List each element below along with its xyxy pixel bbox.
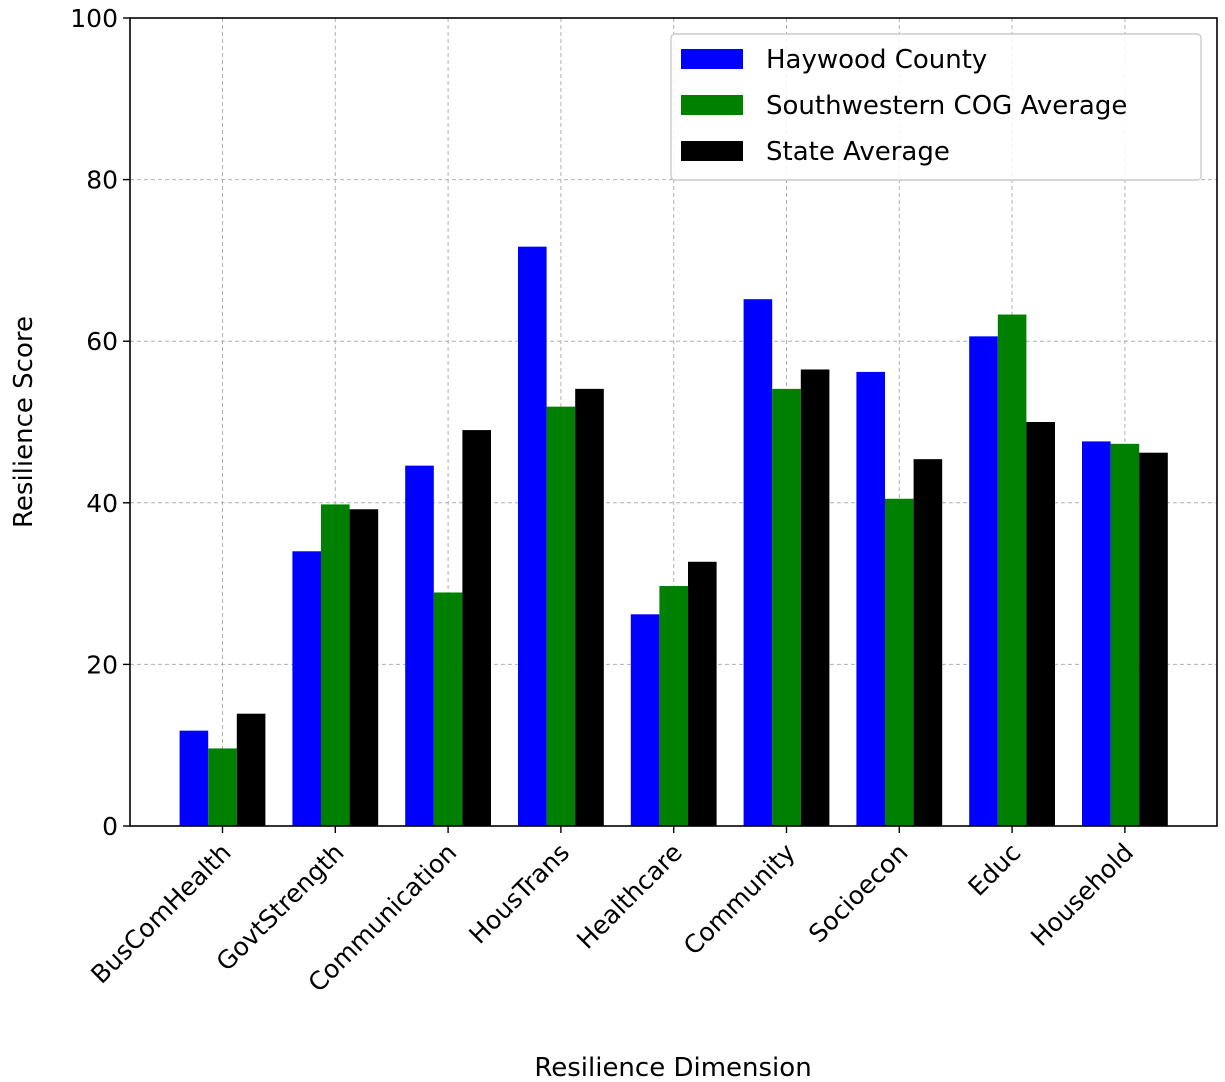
bar bbox=[772, 388, 801, 826]
bar bbox=[913, 459, 943, 826]
bar bbox=[179, 730, 209, 826]
x-axis-title: Resilience Dimension bbox=[534, 1053, 811, 1082]
legend-swatch bbox=[681, 49, 743, 69]
y-tick-label: 0 bbox=[102, 812, 118, 841]
y-axis-title: Resilience Score bbox=[9, 316, 39, 528]
bar bbox=[688, 561, 717, 826]
bar bbox=[997, 314, 1027, 826]
bar bbox=[800, 369, 830, 826]
bar bbox=[630, 614, 660, 826]
bar bbox=[462, 430, 491, 826]
bar bbox=[885, 498, 914, 826]
y-tick-label: 80 bbox=[86, 166, 118, 195]
y-tick-label: 100 bbox=[70, 4, 118, 33]
bar bbox=[743, 299, 773, 827]
x-tick-label: Community bbox=[678, 838, 801, 961]
x-tick-label: Household bbox=[1025, 838, 1139, 952]
bar bbox=[433, 592, 463, 826]
legend-swatch bbox=[681, 141, 743, 161]
bar bbox=[856, 371, 885, 826]
bar bbox=[321, 504, 350, 826]
legend-label: State Average bbox=[766, 137, 950, 167]
bar bbox=[518, 246, 547, 826]
bar bbox=[236, 713, 266, 826]
x-tick-label: HousTrans bbox=[463, 838, 575, 950]
x-tick-label: Educ bbox=[963, 838, 1027, 902]
x-tick-label: Socioecon bbox=[803, 838, 914, 949]
y-tick-label: 20 bbox=[86, 650, 118, 679]
bar bbox=[1026, 422, 1055, 826]
bars bbox=[179, 246, 1168, 827]
legend-label: Southwestern COG Average bbox=[766, 91, 1127, 121]
bar bbox=[405, 465, 434, 826]
legend-box bbox=[670, 33, 1202, 181]
bar bbox=[1082, 441, 1111, 826]
y-tick-label: 40 bbox=[86, 489, 118, 518]
bar bbox=[208, 748, 237, 826]
legend-swatch bbox=[681, 95, 743, 115]
bar bbox=[292, 551, 321, 826]
legend-label: Haywood County bbox=[766, 45, 987, 75]
bar bbox=[1139, 452, 1168, 826]
x-tick-label: Healthcare bbox=[571, 838, 688, 955]
bar bbox=[969, 336, 998, 826]
legend: Haywood County Southwestern COG Average St… bbox=[670, 33, 1202, 181]
y-tick-label: 60 bbox=[86, 327, 118, 356]
bar bbox=[349, 509, 379, 826]
x-tick-label: BusComHealth bbox=[85, 838, 236, 989]
y-axis: 0 20 40 60 80 100 bbox=[70, 4, 130, 841]
bar bbox=[659, 586, 688, 826]
bar bbox=[546, 406, 576, 826]
bar bbox=[1110, 443, 1140, 826]
bar bbox=[575, 388, 604, 826]
